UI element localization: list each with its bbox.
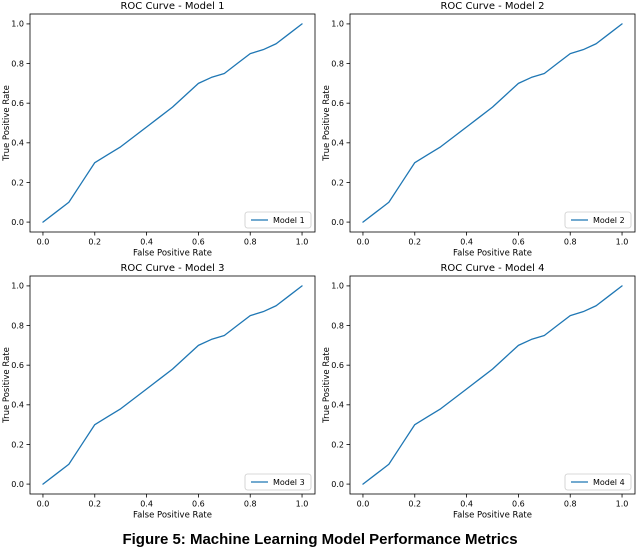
roc-chart-model-2: 0.0 0.2 0.4 0.6 0.8 1.0 0.0 0.2 0.4 0.6 0.8 1.0 ROC …: [320, 0, 640, 262]
x-tick-label: 0.8: [564, 238, 577, 247]
x-tick-label: 0.4: [460, 238, 473, 247]
y-tick-label: 0.4: [11, 401, 24, 410]
roc-chart-model-3: 0.0 0.2 0.4 0.6 0.8 1.0 0.0 0.2 0.4 0.6 0.8 1.0 ROC …: [0, 262, 320, 524]
roc-curve-line: [362, 285, 623, 485]
plot-title: ROC Curve - Model 1: [120, 1, 224, 12]
x-tick-label: 0.2: [408, 238, 421, 247]
x-axis-label: False Positive Rate: [133, 511, 212, 521]
roc-curve-line: [362, 23, 623, 223]
y-tick-label: 1.0: [331, 282, 344, 291]
y-tick-label: 0.6: [331, 99, 344, 108]
roc-curve-line: [42, 285, 303, 485]
y-tick-label: 0.6: [11, 361, 24, 370]
y-tick-label: 0.0: [11, 480, 24, 489]
y-tick-label: 0.0: [331, 480, 344, 489]
legend-box: [244, 211, 312, 229]
y-tick-label: 0.2: [11, 178, 24, 187]
x-tick-label: 0.8: [564, 500, 577, 509]
y-tick-label: 0.6: [331, 361, 344, 370]
y-axis-label: True Positive Rate: [2, 347, 12, 424]
axes-frame: [349, 275, 636, 495]
axes-frame: [29, 13, 316, 233]
roc-curve-line: [42, 23, 303, 223]
x-tick-label: 0.0: [357, 238, 370, 247]
x-tick-label: 0.2: [88, 500, 101, 509]
x-tick-label: 0.0: [37, 500, 50, 509]
plot-title: ROC Curve - Model 2: [440, 1, 544, 12]
x-tick-label: 0.6: [192, 238, 205, 247]
x-tick-label: 0.6: [512, 500, 525, 509]
y-tick-label: 0.2: [331, 178, 344, 187]
x-tick-label: 1.0: [296, 500, 309, 509]
legend-box: [564, 473, 632, 491]
y-tick-label: 0.8: [331, 59, 344, 68]
legend-box: [244, 473, 312, 491]
y-tick-label: 0.4: [331, 139, 344, 148]
y-axis-label: True Positive Rate: [322, 347, 332, 424]
y-tick-label: 0.8: [11, 321, 24, 330]
x-tick-label: 0.4: [140, 500, 153, 509]
figure-caption: Figure 5: Machine Learning Model Perform…: [122, 531, 518, 548]
x-tick-label: 1.0: [616, 238, 629, 247]
x-axis-label: False Positive Rate: [133, 249, 212, 259]
y-tick-label: 0.6: [11, 99, 24, 108]
x-axis-label: False Positive Rate: [453, 511, 532, 521]
x-tick-label: 0.4: [140, 238, 153, 247]
roc-chart-model-4: 0.0 0.2 0.4 0.6 0.8 1.0 0.0 0.2 0.4 0.6 0.8 1.0 ROC …: [320, 262, 640, 524]
y-axis-label: True Positive Rate: [322, 85, 332, 162]
x-tick-label: 0.2: [408, 500, 421, 509]
y-tick-label: 0.0: [331, 218, 344, 227]
legend-label: Model 3: [273, 478, 305, 487]
x-tick-label: 1.0: [616, 500, 629, 509]
axes-frame: [29, 275, 316, 495]
legend-box: [564, 211, 632, 229]
y-tick-label: 0.2: [331, 440, 344, 449]
x-tick-label: 0.8: [244, 238, 257, 247]
axes-frame: [349, 13, 636, 233]
x-tick-label: 0.0: [37, 238, 50, 247]
y-tick-label: 1.0: [11, 282, 24, 291]
x-tick-label: 0.0: [357, 500, 370, 509]
roc-subplot-grid: 0.0 0.2 0.4 0.6 0.8 1.0 0.0 0.2 0.4 0.6 0.8 1.0 ROC …: [0, 0, 640, 524]
x-tick-label: 0.8: [244, 500, 257, 509]
x-axis-label: False Positive Rate: [453, 249, 532, 259]
y-tick-label: 0.0: [11, 218, 24, 227]
y-tick-label: 0.2: [11, 440, 24, 449]
legend-label: Model 2: [593, 216, 625, 225]
y-tick-label: 1.0: [331, 20, 344, 29]
roc-chart-model-1: 0.0 0.2 0.4 0.6 0.8 1.0 0.0 0.2 0.4 0.6 0.8 1.0 ROC …: [0, 0, 320, 262]
y-tick-label: 0.4: [331, 401, 344, 410]
y-tick-label: 0.8: [11, 59, 24, 68]
x-tick-label: 0.2: [88, 238, 101, 247]
legend-label: Model 1: [273, 216, 305, 225]
plot-title: ROC Curve - Model 3: [120, 263, 224, 274]
y-axis-label: True Positive Rate: [2, 85, 12, 162]
x-tick-label: 0.6: [512, 238, 525, 247]
y-tick-label: 0.8: [331, 321, 344, 330]
x-tick-label: 0.6: [192, 500, 205, 509]
x-tick-label: 1.0: [296, 238, 309, 247]
y-tick-label: 1.0: [11, 20, 24, 29]
x-tick-label: 0.4: [460, 500, 473, 509]
legend-label: Model 4: [593, 478, 625, 487]
y-tick-label: 0.4: [11, 139, 24, 148]
plot-title: ROC Curve - Model 4: [440, 263, 544, 274]
